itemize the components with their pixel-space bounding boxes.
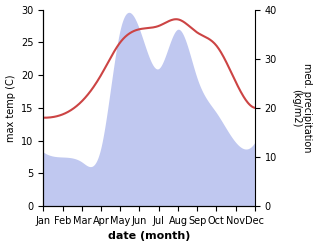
Y-axis label: max temp (C): max temp (C)	[5, 74, 16, 142]
X-axis label: date (month): date (month)	[108, 231, 190, 242]
Y-axis label: med. precipitation
(kg/m2): med. precipitation (kg/m2)	[291, 63, 313, 153]
